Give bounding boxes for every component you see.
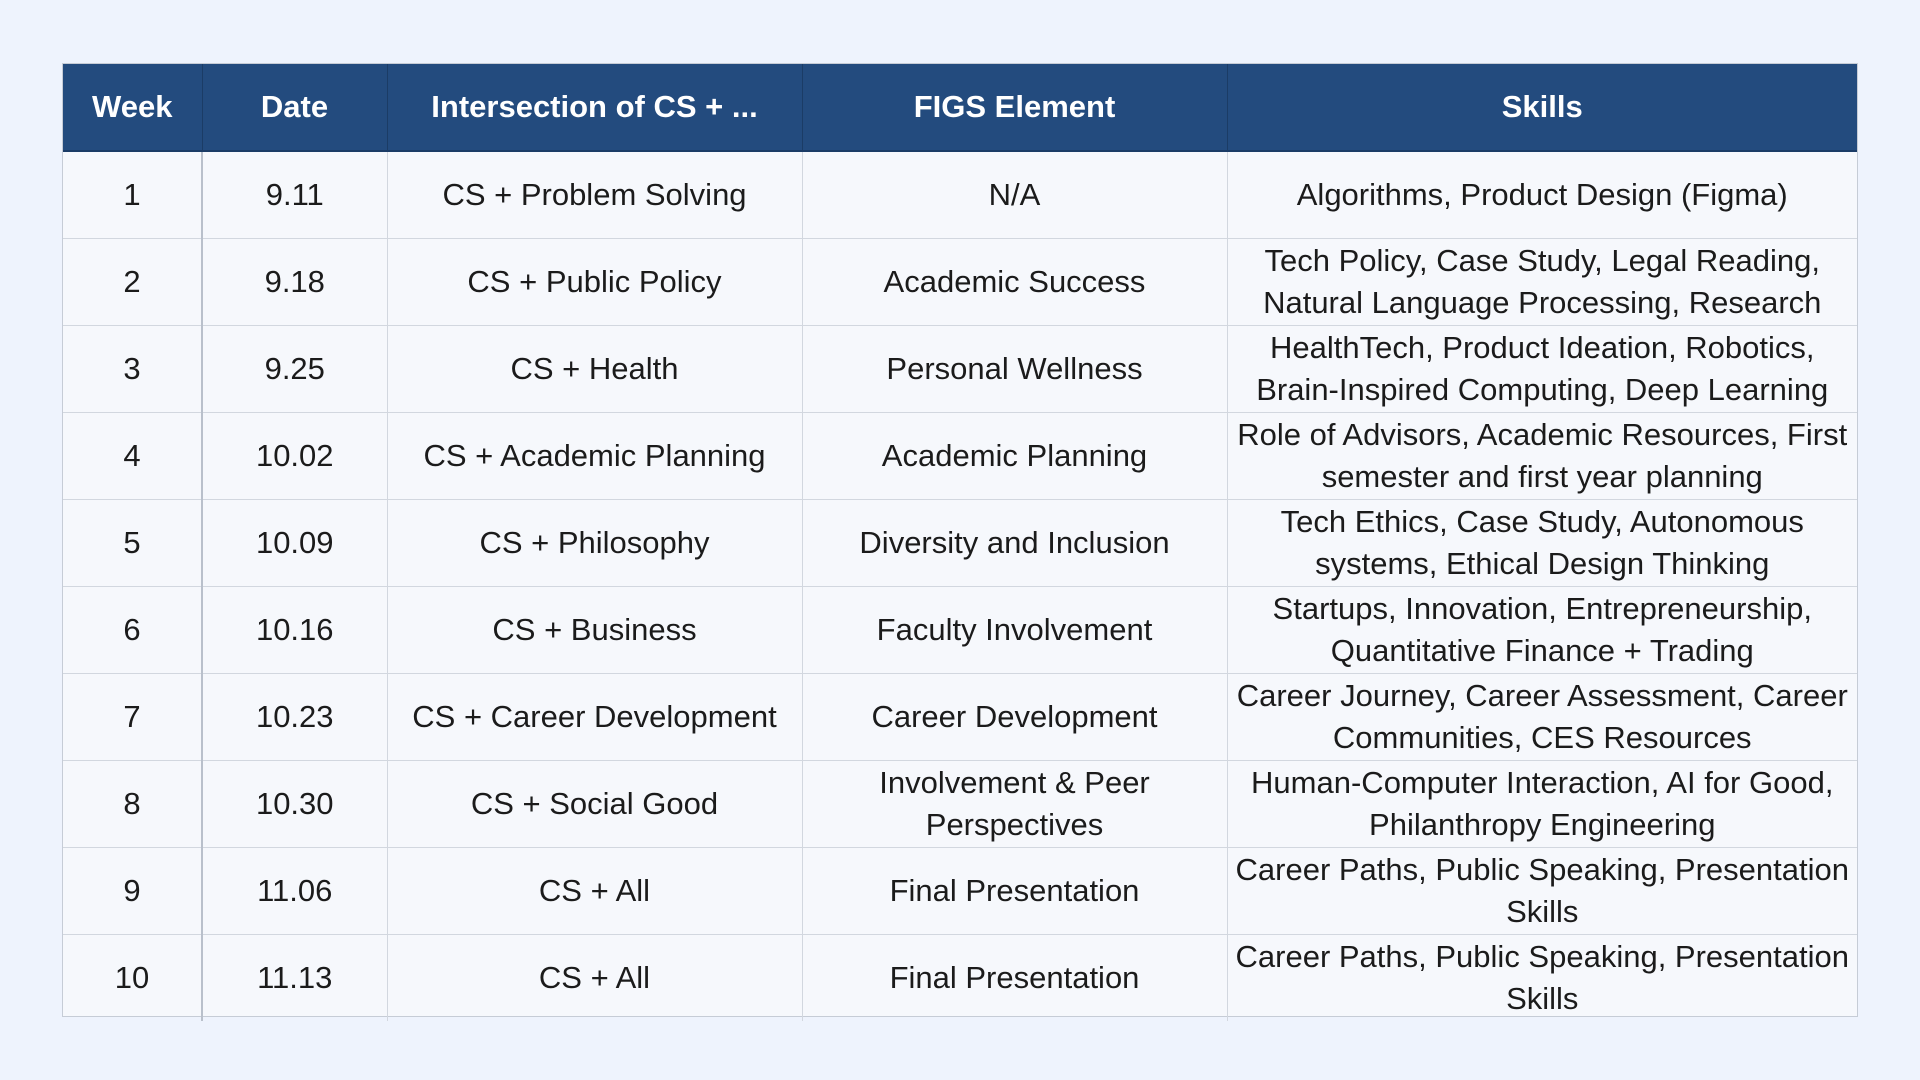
cell-figs: Final Presentation: [802, 847, 1228, 935]
cell-skills: Human-Computer Interaction, AI for Good,…: [1227, 760, 1857, 848]
table-body: 1 9.11 CS + Problem Solving N/A Algorith…: [63, 151, 1857, 1021]
cell-week: 5: [63, 499, 203, 587]
table-row: 2 9.18 CS + Public Policy Academic Succe…: [63, 238, 1857, 326]
table-row: 1 9.11 CS + Problem Solving N/A Algorith…: [63, 151, 1857, 239]
cell-figs: Personal Wellness: [802, 325, 1228, 413]
cell-date: 10.02: [202, 412, 388, 500]
cell-week: 4: [63, 412, 203, 500]
cell-date: 9.18: [202, 238, 388, 326]
table-row: 8 10.30 CS + Social Good Involvement & P…: [63, 760, 1857, 848]
cell-intersection: CS + Health: [387, 325, 803, 413]
cell-figs: Final Presentation: [802, 934, 1228, 1021]
cell-intersection: CS + Social Good: [387, 760, 803, 848]
cell-date: 10.16: [202, 586, 388, 674]
cell-skills: Role of Advisors, Academic Resources, Fi…: [1227, 412, 1857, 500]
cell-date: 11.13: [202, 934, 388, 1021]
cell-date: 10.23: [202, 673, 388, 761]
table-header: Week Date Intersection of CS + ... FIGS …: [63, 64, 1857, 152]
table-row: 6 10.16 CS + Business Faculty Involvemen…: [63, 586, 1857, 674]
cell-skills: Startups, Innovation, Entrepreneurship, …: [1227, 586, 1857, 674]
cell-skills: Algorithms, Product Design (Figma): [1227, 151, 1857, 239]
cell-intersection: CS + Business: [387, 586, 803, 674]
cell-figs: Involvement & Peer Perspectives: [802, 760, 1228, 848]
cell-intersection: CS + Public Policy: [387, 238, 803, 326]
cell-intersection: CS + Problem Solving: [387, 151, 803, 239]
cell-week: 1: [63, 151, 203, 239]
cell-week: 8: [63, 760, 203, 848]
cell-date: 10.30: [202, 760, 388, 848]
table-row: 7 10.23 CS + Career Development Career D…: [63, 673, 1857, 761]
cell-week: 3: [63, 325, 203, 413]
cell-skills: Career Paths, Public Speaking, Presentat…: [1227, 847, 1857, 935]
cell-figs: Diversity and Inclusion: [802, 499, 1228, 587]
table-row: 3 9.25 CS + Health Personal Wellness Hea…: [63, 325, 1857, 413]
schedule-table-container: Week Date Intersection of CS + ... FIGS …: [62, 63, 1858, 1021]
cell-skills: Tech Ethics, Case Study, Autonomous syst…: [1227, 499, 1857, 587]
header-skills: Skills: [1227, 64, 1857, 152]
cell-figs: Academic Success: [802, 238, 1228, 326]
cell-date: 9.25: [202, 325, 388, 413]
cell-intersection: CS + Academic Planning: [387, 412, 803, 500]
header-figs-element: FIGS Element: [802, 64, 1228, 152]
cell-skills: Career Paths, Public Speaking, Presentat…: [1235, 939, 1849, 1016]
cell-week: 2: [63, 238, 203, 326]
cell-figs: N/A: [802, 151, 1228, 239]
cell-date: 11.06: [202, 847, 388, 935]
cell-intersection: CS + Philosophy: [387, 499, 803, 587]
header-row: Week Date Intersection of CS + ... FIGS …: [63, 64, 1857, 152]
cell-figs: Faculty Involvement: [802, 586, 1228, 674]
cell-intersection: CS + All: [387, 934, 803, 1021]
schedule-table: Week Date Intersection of CS + ... FIGS …: [63, 64, 1857, 1021]
header-week: Week: [63, 64, 203, 152]
cell-week: 10: [63, 934, 203, 1021]
header-intersection: Intersection of CS + ...: [387, 64, 803, 152]
cell-skills: Tech Policy, Case Study, Legal Reading, …: [1227, 238, 1857, 326]
cell-skills: Career Journey, Career Assessment, Caree…: [1227, 673, 1857, 761]
cell-date: 9.11: [202, 151, 388, 239]
cell-week: 6: [63, 586, 203, 674]
cell-intersection: CS + Career Development: [387, 673, 803, 761]
table-row: 5 10.09 CS + Philosophy Diversity and In…: [63, 499, 1857, 587]
cell-week: 7: [63, 673, 203, 761]
cell-date: 10.09: [202, 499, 388, 587]
header-date: Date: [202, 64, 388, 152]
cell-skills: HealthTech, Product Ideation, Robotics, …: [1227, 325, 1857, 413]
cell-figs: Academic Planning: [802, 412, 1228, 500]
cell-week: 9: [63, 847, 203, 935]
table-row: 9 11.06 CS + All Final Presentation Care…: [63, 847, 1857, 935]
cell-figs: Career Development: [802, 673, 1228, 761]
cell-intersection: CS + All: [387, 847, 803, 935]
table-row: 10 11.13 CS + All Final Presentation Car…: [63, 934, 1857, 1021]
table-row: 4 10.02 CS + Academic Planning Academic …: [63, 412, 1857, 500]
